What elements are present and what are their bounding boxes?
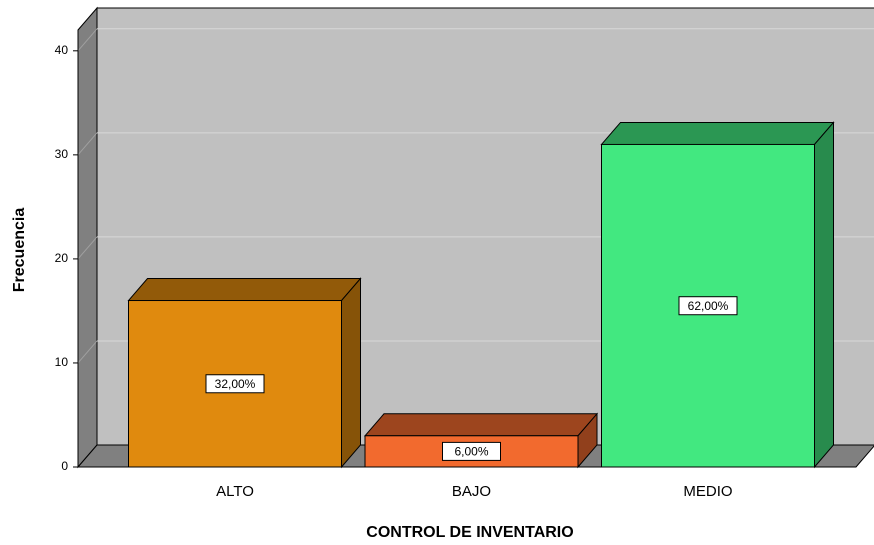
bar-side: [341, 277, 361, 469]
y-tick-label: 0: [61, 459, 68, 473]
data-label: 62,00%: [688, 299, 729, 313]
x-axis-title: CONTROL DE INVENTARIO: [366, 524, 573, 541]
data-label: 32,00%: [215, 377, 256, 391]
y-tick-label: 20: [55, 251, 69, 265]
y-tick-label: 10: [55, 355, 69, 369]
data-label: 6,00%: [454, 445, 488, 459]
y-tick-label: 30: [55, 147, 69, 161]
x-tick-label: MEDIO: [683, 483, 732, 500]
x-tick-label: ALTO: [216, 483, 254, 500]
data-label-box: [442, 441, 501, 461]
y-tick-label: 40: [55, 43, 69, 57]
bar-top: [600, 121, 835, 145]
grid-line: [77, 132, 98, 156]
data-label-box: [205, 374, 265, 394]
bar-side: [814, 121, 834, 469]
grid-line: [77, 340, 98, 364]
left-wall: [77, 6, 98, 469]
grid-line: [77, 28, 98, 52]
grid-line: [77, 236, 98, 260]
y-axis-title: Frecuencia: [11, 208, 28, 293]
bar-top: [363, 413, 599, 437]
x-tick-label: BAJO: [452, 483, 491, 500]
bar-top: [127, 278, 362, 302]
data-label-box: [678, 296, 738, 316]
